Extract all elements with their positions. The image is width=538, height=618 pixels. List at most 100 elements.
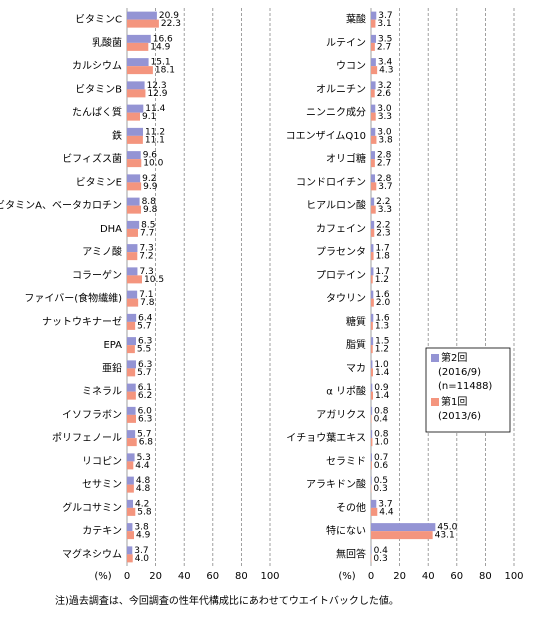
value-label: 3.7 [378,182,392,192]
legend: 第2回 (2016/9) (n=11488) 第1回 (2013/6) [425,347,511,433]
x-tick-label: 80 [479,571,492,582]
bar [371,205,376,214]
value-label: 6.3 [138,337,152,347]
value-label: 9.6 [143,151,158,161]
category-label: ビタミンE [76,176,122,188]
category-label: 鉄 [112,129,122,142]
value-label: 4.4 [135,461,150,471]
bar [127,368,136,377]
value-label: 9.9 [143,182,158,192]
category-label: ニンニク成分 [306,107,366,119]
bar [127,430,136,439]
footnote: 注)過去調査は、今回調査の性年代構成比にあわせてウエイトバックした値。 [55,594,399,607]
category-label: マグネシウム [62,547,122,560]
x-tick-label: 80 [235,571,248,582]
value-label: 0.6 [374,461,389,471]
category-label: マカ [346,362,366,374]
bar [127,104,144,113]
bar [127,34,151,43]
value-label: 0.8 [374,406,389,416]
bar [371,298,374,307]
category-label: DHA [100,224,122,235]
bar [127,127,144,136]
category-label: オルニチン [316,83,366,95]
category-label: イソフラボン [62,409,122,421]
bar [371,461,372,470]
value-label: 20.9 [159,11,179,21]
bar [371,220,375,229]
bar [371,34,377,43]
legend-note: (2016/9) [438,367,481,378]
value-label: 5.7 [137,368,151,378]
bar [127,360,137,369]
category-label: たんぱく質 [72,106,122,119]
category-label: ビタミンA、ベータカロチン [0,200,122,212]
bar [371,89,375,98]
value-label: 10.5 [144,275,164,285]
category-label: その他 [336,501,366,514]
bar [371,159,375,168]
value-label: 1.7 [375,267,389,277]
x-tick-label: 100 [260,571,279,582]
bar [127,252,138,261]
bar [127,267,138,276]
bar [371,174,376,183]
value-label: 6.0 [138,406,153,416]
x-tick-label: 100 [504,571,523,582]
bar [127,453,135,462]
legend-swatch [431,398,439,406]
bar [371,337,374,346]
value-label: 3.0 [377,104,392,114]
bar [127,546,133,555]
bar [371,267,374,276]
bar [371,321,373,330]
bar [371,182,377,191]
bar [371,275,373,284]
value-label: 4.3 [379,66,393,76]
value-label: 3.1 [377,19,391,29]
category-label: コンドロイチン [296,176,366,188]
value-label: 3.8 [134,523,149,533]
value-label: 5.3 [137,453,151,463]
value-label: 3.7 [378,499,392,509]
value-label: 9.2 [142,174,156,184]
bar [127,531,135,540]
value-label: 3.7 [378,11,392,21]
bar [127,406,136,415]
value-label: 43.1 [435,531,455,541]
bar [127,313,137,322]
bar [127,19,159,28]
category-label: アミノ酸 [82,245,122,258]
legend-swatch [431,354,439,362]
category-label: ビフィズス菌 [62,152,122,165]
bar [371,58,376,67]
value-label: 45.0 [437,523,457,533]
bar [127,244,138,253]
category-label: セラミド [326,455,366,467]
bar [127,197,140,206]
bar [371,81,376,90]
bar [371,197,375,206]
x-axis-label: (%) [338,571,355,582]
bar [371,127,376,136]
value-label: 0.3 [373,554,387,564]
bar [127,461,134,470]
value-label: 8.5 [141,220,155,230]
category-label: ナットウキナーゼ [42,316,122,328]
value-label: 11.4 [145,104,165,114]
bar [371,438,373,447]
bar [371,476,372,485]
value-label: 2.2 [376,220,390,230]
category-label: ビタミンB [75,83,122,95]
bar [127,135,143,144]
value-label: 1.2 [375,275,389,285]
value-label: 16.6 [153,34,173,44]
category-label: 葉酸 [346,13,366,26]
bar [371,104,376,113]
bar [127,205,142,214]
value-label: 0.7 [374,453,388,463]
category-label: アラキドン酸 [306,478,366,491]
value-label: 1.0 [374,360,389,370]
value-label: 6.3 [138,360,152,370]
bar [371,368,374,377]
